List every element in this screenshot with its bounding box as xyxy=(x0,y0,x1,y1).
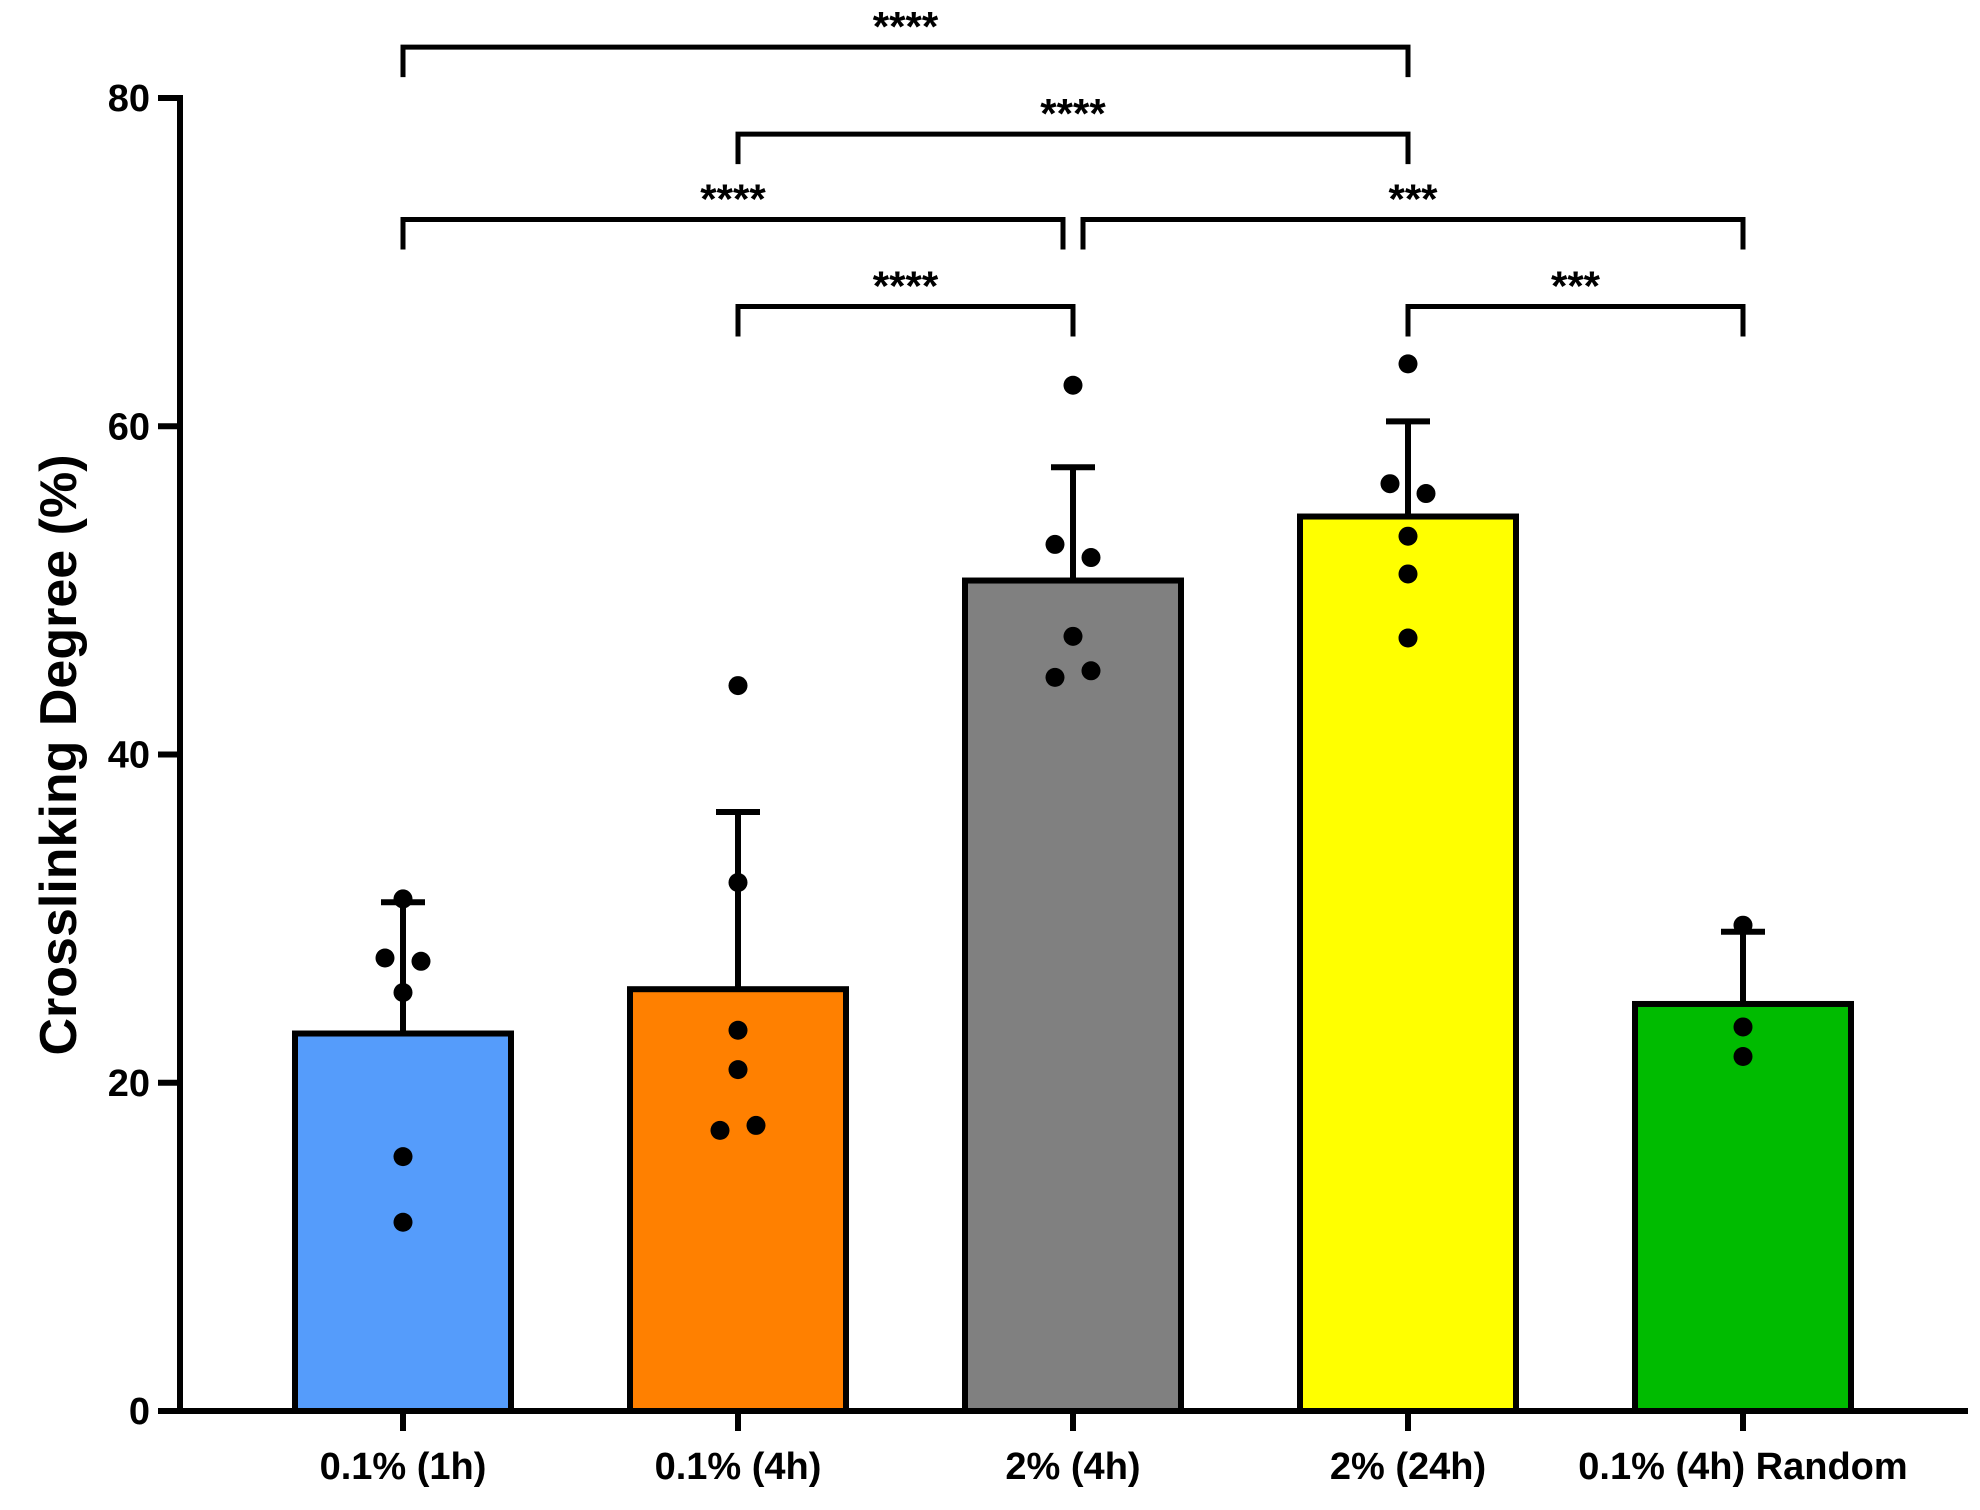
significance-label-4: *** xyxy=(1388,175,1438,222)
significance-label-2: **** xyxy=(1040,90,1106,137)
x-tick-label-1: 0.1% (1h) xyxy=(320,1446,487,1488)
data-point-4-5 xyxy=(1398,564,1418,584)
data-point-5-1 xyxy=(1733,915,1753,935)
y-axis-title: Crosslinking Degree (%) xyxy=(30,454,88,1055)
significance-label-6: *** xyxy=(1551,262,1601,309)
data-point-1-4 xyxy=(393,982,413,1002)
y-tick-label-40: 40 xyxy=(108,735,150,777)
data-point-1-3 xyxy=(411,951,431,971)
data-point-2-4 xyxy=(728,1060,748,1080)
data-point-4-6 xyxy=(1398,628,1418,648)
data-point-3-5 xyxy=(1081,661,1101,681)
y-tick-label-60: 60 xyxy=(108,406,150,448)
significance-bracket-5 xyxy=(735,303,1076,337)
data-point-3-3 xyxy=(1081,548,1101,568)
data-point-3-6 xyxy=(1045,667,1065,687)
significance-label-1: **** xyxy=(873,3,939,50)
data-point-3-2 xyxy=(1045,534,1065,554)
x-tick-label-2: 0.1% (4h) xyxy=(655,1446,822,1488)
data-point-3-4 xyxy=(1063,626,1083,646)
y-tick-label-20: 20 xyxy=(108,1063,150,1105)
data-point-2-6 xyxy=(710,1120,730,1140)
y-tick-label-80: 80 xyxy=(108,78,150,120)
data-point-3-1 xyxy=(1063,375,1083,395)
bar-3 xyxy=(962,577,1184,1414)
significance-label-5: **** xyxy=(873,262,939,309)
x-tick-label-4: 2% (24h) xyxy=(1330,1446,1486,1488)
bar-5 xyxy=(1632,1000,1854,1414)
data-point-2-3 xyxy=(728,1020,748,1040)
data-point-1-2 xyxy=(375,948,395,968)
significance-bracket-2 xyxy=(735,131,1411,165)
significance-label-3: **** xyxy=(700,175,766,222)
significance-bracket-6 xyxy=(1405,303,1746,337)
data-point-5-2 xyxy=(1733,1017,1753,1037)
y-tick-label-0: 0 xyxy=(129,1391,150,1433)
significance-bracket-1 xyxy=(400,44,1411,78)
bar-2 xyxy=(627,986,849,1414)
data-point-2-5 xyxy=(746,1115,766,1135)
bar-4 xyxy=(1297,513,1519,1414)
data-point-4-3 xyxy=(1416,484,1436,504)
x-tick-label-3: 2% (4h) xyxy=(1005,1446,1140,1488)
data-point-2-2 xyxy=(728,873,748,893)
significance-bracket-3 xyxy=(400,216,1066,250)
data-point-4-4 xyxy=(1398,526,1418,546)
x-tick-label-5: 0.1% (4h) Random xyxy=(1578,1446,1907,1488)
significance-bracket-4 xyxy=(1080,216,1746,250)
data-point-1-5 xyxy=(393,1147,413,1167)
data-point-5-3 xyxy=(1733,1046,1753,1066)
data-point-1-6 xyxy=(393,1212,413,1232)
data-point-4-1 xyxy=(1398,354,1418,374)
data-point-1-1 xyxy=(393,889,413,909)
data-point-4-2 xyxy=(1380,474,1400,494)
data-point-2-1 xyxy=(728,676,748,696)
